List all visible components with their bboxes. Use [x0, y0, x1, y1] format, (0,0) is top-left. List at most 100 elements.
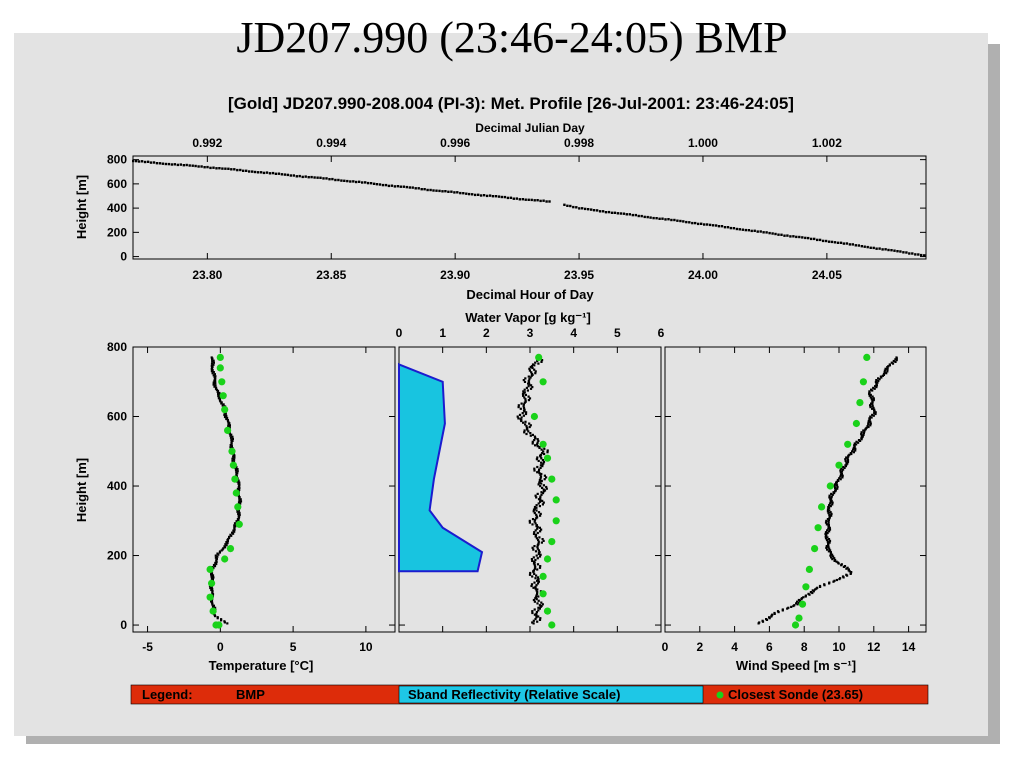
temperature-bmp-point [220, 549, 223, 552]
height-time-point [824, 239, 828, 243]
wind-speed-sonde-point [844, 440, 852, 448]
water-vapor-bmp-point [532, 532, 536, 535]
temperature-bmp-point [210, 573, 213, 576]
height-time-point [866, 245, 869, 249]
wind-speed-bmp-point [792, 604, 795, 608]
wind-speed-bmp-point [891, 362, 895, 365]
wind-speed-bmp-point [864, 428, 867, 431]
wind-speed-bmp-point [869, 404, 872, 407]
water-vapor-sonde-point [535, 353, 543, 361]
wind-speed-bmp-point [838, 578, 841, 581]
wind-speed-bmp-point [824, 531, 828, 534]
wind-speed-bmp-point [827, 550, 830, 553]
wind-speed-bmp-point [869, 396, 872, 399]
temperature-marks: -5 0 5 10 800 600 400 200 0 [107, 340, 395, 654]
water-vapor-bmp-point [535, 574, 538, 577]
water-vapor-bmp-point [523, 391, 526, 394]
water-vapor-bmp-point [540, 479, 543, 482]
height-time-point [242, 169, 245, 172]
height-time-point [322, 177, 325, 180]
height-time-point [426, 188, 429, 192]
water-vapor-panel: 0 1 2 3 4 5 6 Water Vapor [g kg⁻¹] [396, 310, 665, 633]
water-vapor-bmp-point [539, 565, 542, 568]
water-vapor-bmp-point [537, 498, 541, 501]
temperature-bmp-point [213, 385, 216, 388]
height-time-xtick-label: 23.85 [316, 268, 346, 282]
height-time-point [658, 217, 661, 220]
height-time-point [286, 173, 289, 177]
temperature-bmp-point [223, 415, 227, 419]
wind-speed-bmp-point [872, 386, 875, 389]
temperature-bmp-point [227, 423, 230, 426]
height-time-point [402, 185, 405, 188]
height-time-point [227, 167, 230, 170]
wind-speed-xtick-label: 0 [662, 640, 669, 654]
water-vapor-bmp-point [530, 558, 533, 561]
height-time-point [717, 225, 721, 228]
water-vapor-bmp-point [527, 385, 530, 388]
wind-speed-bmp-point [886, 370, 889, 373]
water-vapor-bmp-point [536, 563, 540, 566]
height-time-point [863, 245, 866, 248]
height-time-point [173, 163, 176, 166]
height-time-point [703, 223, 706, 226]
water-vapor-bmp-point [527, 430, 530, 433]
height-time-point [337, 178, 340, 182]
water-vapor-bmp-point [524, 420, 527, 423]
wind-speed-bmp-point [837, 562, 840, 565]
height-time-point [500, 195, 504, 199]
height-time-point [726, 226, 730, 229]
water-vapor-bmp-point [539, 477, 542, 480]
water-vapor-bmp-point [517, 406, 520, 409]
water-vapor-bmp-point [532, 548, 535, 551]
water-vapor-bmp-point [528, 519, 531, 522]
water-vapor-bmp-point [537, 459, 540, 462]
temperature-bmp-point [236, 468, 239, 471]
wind-speed-bmp-point [786, 607, 789, 610]
wind-speed-bmp-point [846, 574, 849, 577]
water-vapor-bmp-point [536, 438, 539, 441]
temperature-bmp-point [233, 456, 236, 459]
temperature-bmp-point [226, 622, 229, 625]
temperature-bmp-point [229, 444, 232, 447]
wind-speed-bmp-point [833, 485, 836, 488]
temperature-bmp-point [231, 435, 234, 438]
wind-speed-bmp-point [869, 415, 872, 418]
temperature-bmp-point [213, 565, 217, 568]
wind-speed-bmp-point [834, 490, 837, 493]
height-time-point [346, 179, 349, 183]
height-time-point [456, 191, 459, 194]
temperature-bmp-point [230, 445, 233, 448]
height-time-ytick-label: 200 [107, 225, 127, 239]
temperature-bmp-point [211, 358, 214, 361]
height-time-point [813, 237, 816, 241]
height-time-point [417, 187, 420, 190]
water-vapor-bmp-point [536, 579, 539, 582]
water-vapor-bmp-point [539, 605, 542, 608]
water-vapor-bmp-point [530, 371, 533, 374]
water-vapor-bmp-point [536, 531, 539, 535]
water-vapor-sonde-point [539, 572, 547, 581]
height-time-point [738, 228, 741, 231]
water-vapor-bmp-point [523, 410, 526, 413]
height-time-point [474, 193, 477, 197]
legend-label: Legend: [142, 687, 193, 702]
height-time-point [366, 181, 370, 185]
height-time-top-xtick-label: 1.000 [688, 136, 718, 150]
slide-title: JD207.990 (23:46-24:05) BMP [236, 13, 788, 62]
water-vapor-bmp-point [531, 575, 534, 578]
wind-speed-bmp-point [875, 384, 878, 387]
temperature-sonde-point [221, 555, 229, 563]
wind-speed-bmp-point [826, 510, 829, 513]
height-time-point [447, 190, 450, 193]
wind-speed-bmp-point [875, 386, 878, 389]
water-vapor-bmp-point [540, 461, 543, 464]
water-vapor-top-xtick-label: 2 [483, 326, 490, 340]
wind-speed-bmp-point [824, 521, 828, 524]
water-vapor-bmp-point [542, 501, 545, 504]
temperature-bmp-point [212, 371, 215, 374]
water-vapor-bmp-point [527, 399, 530, 402]
height-time-point [328, 178, 331, 181]
water-vapor-bmp-point [538, 607, 541, 610]
height-time-point [450, 190, 453, 193]
